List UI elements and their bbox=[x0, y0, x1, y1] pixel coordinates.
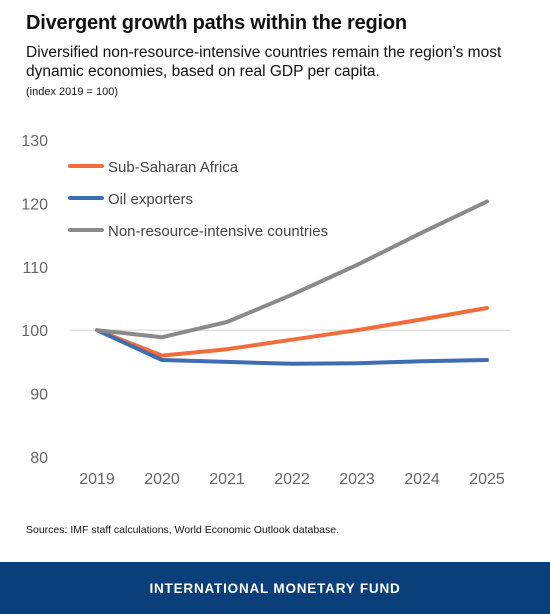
legend-label: Oil exporters bbox=[108, 191, 193, 208]
series-line-oil-exporters bbox=[95, 328, 489, 366]
y-tick-label: 110 bbox=[22, 260, 48, 277]
legend-label: Non-resource-intensive countries bbox=[108, 223, 328, 240]
y-tick-label: 90 bbox=[30, 387, 48, 404]
chart-title: Divergent growth paths within the region bbox=[26, 12, 407, 34]
line-chart: 80 90 100 110 120 130 2019 2020 2021 2022 2023 2024… bbox=[21, 133, 510, 488]
footer-bar: INTERNATIONAL MONETARY FUND bbox=[0, 562, 550, 614]
x-tick-label: 2022 bbox=[274, 471, 310, 488]
imf-brand: INTERNATIONAL MONETARY FUND bbox=[149, 580, 401, 596]
legend-label: Sub-Saharan Africa bbox=[108, 159, 239, 176]
y-tick-label: 120 bbox=[21, 196, 48, 213]
series-line-sub-saharan-africa bbox=[95, 306, 489, 358]
source-note: Sources: IMF staff calculations, World E… bbox=[26, 524, 340, 536]
x-tick-label: 2019 bbox=[79, 471, 115, 488]
y-tick-label: 130 bbox=[21, 133, 48, 150]
y-tick-label: 100 bbox=[21, 323, 48, 340]
series-line-non-resource-intensive-countries bbox=[95, 199, 489, 340]
index-note: (index 2019 = 100) bbox=[26, 86, 119, 98]
chart-subtitle: Diversified non-resource-intensive count… bbox=[26, 44, 502, 80]
x-tick-label: 2023 bbox=[339, 471, 375, 488]
x-tick-label: 2020 bbox=[144, 471, 180, 488]
x-tick-label: 2021 bbox=[209, 471, 245, 488]
x-tick-label: 2024 bbox=[404, 471, 440, 488]
x-tick-label: 2025 bbox=[469, 471, 505, 488]
y-tick-label: 80 bbox=[30, 450, 48, 467]
